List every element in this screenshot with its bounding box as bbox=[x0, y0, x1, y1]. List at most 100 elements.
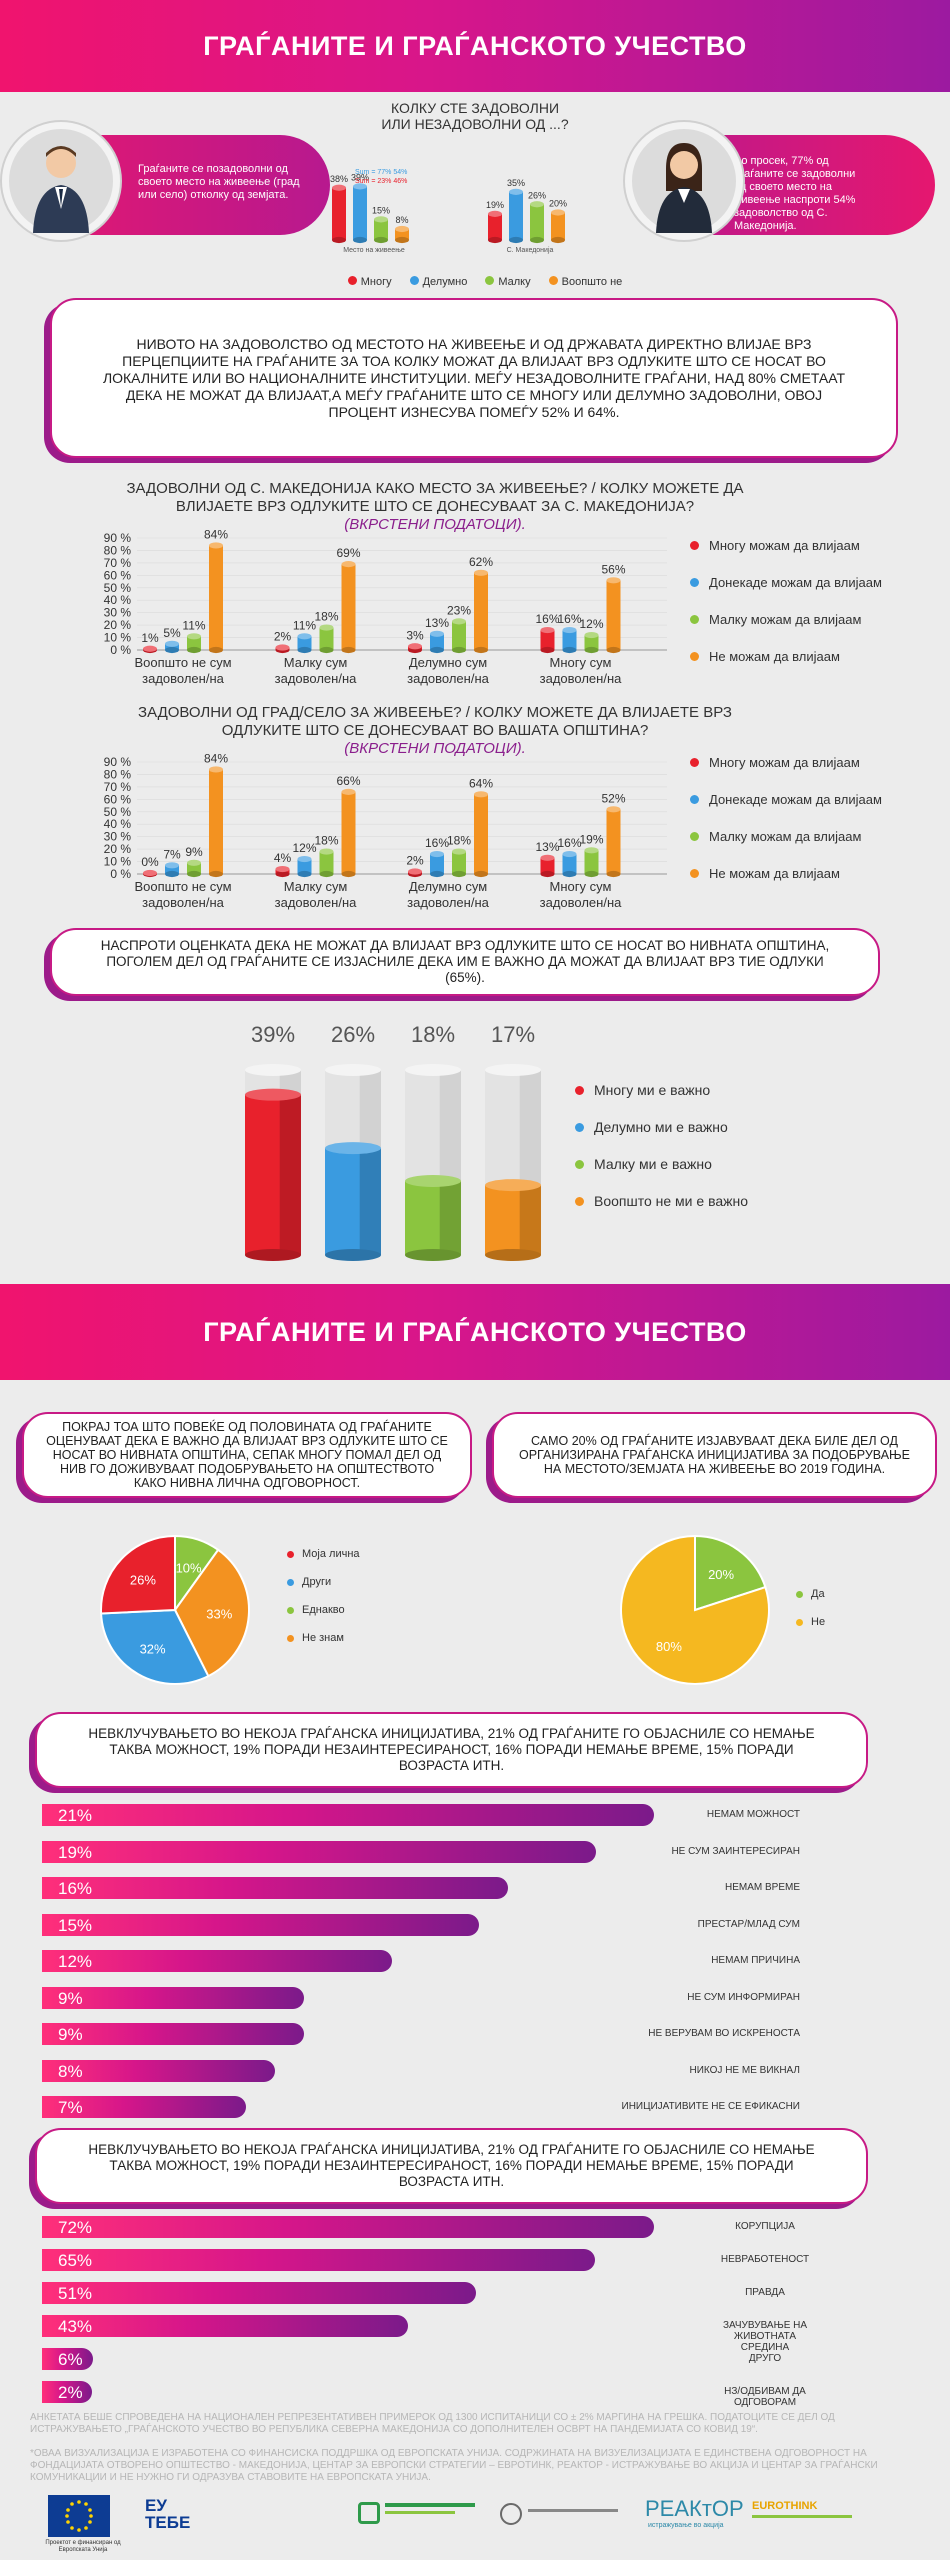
bar-value-label: 43% bbox=[58, 2317, 93, 2336]
bar-value-label: 84% bbox=[204, 752, 228, 765]
pie-value-label: 33% bbox=[206, 1606, 232, 1621]
legend-label: Не bbox=[811, 1616, 826, 1628]
grouped-bar bbox=[143, 869, 157, 878]
horizontal-bar: 72% bbox=[42, 2216, 654, 2238]
bar-value-label: 18% bbox=[314, 610, 338, 624]
header-banner: ГРАЃАНИТЕ И ГРАЃАНСКОТО УЧЕСТВО bbox=[0, 0, 950, 92]
grouped-bar bbox=[275, 644, 290, 654]
grouped-bar bbox=[341, 788, 356, 878]
legend-item: Други bbox=[287, 1576, 331, 1588]
category-label: задоволен/на bbox=[540, 671, 622, 686]
legend-swatch bbox=[690, 615, 699, 624]
grouped-bar bbox=[408, 868, 422, 878]
eu-flag-logo bbox=[48, 2495, 110, 2537]
bar-value-label: 35% bbox=[507, 178, 525, 188]
statement-box-3: НЕВКЛУЧУВАЊЕТО ВО НЕКОЈА ГРАЃАНСКА ИНИЦИ… bbox=[35, 1712, 868, 1788]
pie-value-label: 26% bbox=[130, 1572, 156, 1587]
bar-category-label: НЕ ВЕРУВАМ ВО ИСКРЕНОСТА bbox=[648, 2028, 800, 2039]
horizontal-bar: 19% bbox=[42, 1840, 596, 1863]
category-label: Воопшто не сум bbox=[134, 655, 231, 670]
legend-swatch bbox=[690, 652, 699, 661]
legend-swatch bbox=[796, 1618, 803, 1626]
y-tick-label: 40 % bbox=[104, 593, 132, 607]
y-tick-label: 60 % bbox=[104, 568, 132, 582]
horizontal-bar: 15% bbox=[42, 1913, 480, 1936]
y-tick-label: 50 % bbox=[104, 581, 132, 595]
pie-value-label: 10% bbox=[176, 1561, 202, 1576]
importance-bar bbox=[325, 1064, 381, 1261]
y-tick-label: 50 % bbox=[104, 805, 132, 819]
horizontal-bar: 21% bbox=[42, 1804, 654, 1826]
horizontal-bar: 16% bbox=[42, 1877, 509, 1899]
bar-value-label: 0% bbox=[141, 855, 159, 869]
grouped-bar bbox=[165, 862, 179, 878]
legend-label: Други bbox=[302, 1576, 332, 1588]
grouped-bar bbox=[606, 577, 621, 654]
category-label: Малку сум bbox=[284, 655, 348, 670]
satisfaction-bar bbox=[551, 209, 565, 244]
category-label: задоволен/на bbox=[142, 895, 224, 910]
horizontal-bar: 65% bbox=[42, 2249, 595, 2271]
csi-logo bbox=[500, 2503, 522, 2525]
legend-item: Не знам bbox=[287, 1632, 344, 1644]
bar-value-label: 23% bbox=[447, 603, 471, 617]
satisfaction-bar bbox=[509, 188, 523, 244]
bar-value-label: 18% bbox=[314, 834, 338, 848]
legend-item: Делумно bbox=[409, 276, 467, 288]
category-label: Малку сум bbox=[284, 879, 348, 894]
satisfaction-bar bbox=[332, 184, 346, 244]
bar-category-label: НЗ/ОДБИВАМ ДА ОДГОВОРАМ bbox=[724, 2386, 806, 2408]
legend-label: Малку ми е важно bbox=[594, 1156, 712, 1172]
man-avatar bbox=[2, 122, 120, 240]
grouped-bar bbox=[562, 851, 577, 878]
legend-item: Не bbox=[796, 1616, 825, 1628]
legend-swatch bbox=[796, 1590, 803, 1598]
bar-value-label: 13% bbox=[425, 616, 449, 630]
grouped-bar bbox=[474, 791, 488, 878]
y-tick-label: 70 % bbox=[104, 556, 132, 570]
legend-swatch bbox=[287, 1606, 294, 1614]
bar-value-label: 3% bbox=[406, 628, 424, 642]
legend-swatch bbox=[690, 541, 699, 550]
grouped-bar bbox=[540, 627, 555, 654]
bar-value-label: 18% bbox=[447, 834, 471, 848]
y-tick-label: 30 % bbox=[104, 606, 132, 620]
sum-label-2: Sum = 23% 46% bbox=[355, 178, 408, 185]
legend-swatch bbox=[575, 1159, 584, 1169]
statement-text-4: НЕВКЛУЧУВАЊЕТО ВО НЕКОЈА ГРАЃАНСКА ИНИЦИ… bbox=[88, 2142, 815, 2189]
statement-text-2: НАСПРОТИ ОЦЕНКАТА ДЕКА НЕ МОЖАТ ДА ВЛИЈА… bbox=[100, 938, 830, 985]
bar-category-label: КОРУПЦИЈА bbox=[735, 2221, 795, 2232]
sum-labels: Sum = 77% 54% Sum = 23% 46% bbox=[355, 168, 407, 186]
grouped-bar bbox=[297, 855, 312, 878]
bar-value-label: 52% bbox=[601, 791, 625, 805]
grouped-bar bbox=[474, 569, 488, 654]
category-label: задоволен/на bbox=[275, 671, 357, 686]
legend-label: Не можам да влијаам bbox=[709, 649, 840, 664]
satisfaction-bar bbox=[374, 216, 388, 244]
bar-value-label: 5% bbox=[163, 626, 181, 640]
horizontal-bar: 51% bbox=[42, 2282, 476, 2304]
importance-chart: 39% 26% 18% 17% bbox=[245, 1022, 541, 1261]
legend-swatch bbox=[287, 1578, 294, 1586]
legend-item: Многу ми е важно bbox=[575, 1082, 710, 1098]
category-label: Многу сум bbox=[550, 655, 612, 670]
legend-swatch bbox=[287, 1550, 294, 1558]
legend-label: Малку можам да влијаам bbox=[709, 612, 862, 627]
eurothink-line bbox=[752, 2515, 852, 2518]
legend-label: Не знам bbox=[302, 1632, 344, 1644]
responsibility-text: ПОКРАЈ ТОА ШТО ПОВЕЌЕ ОД ПОЛОВИНАТА ОД Г… bbox=[46, 1420, 448, 1490]
pie-value-label: 32% bbox=[140, 1641, 166, 1656]
bar-value-label: 15% bbox=[372, 205, 390, 215]
legend-item: Донекаде можам да влијаам bbox=[690, 575, 882, 590]
bar-value-label: 11% bbox=[293, 618, 316, 632]
bar-value-label: 66% bbox=[336, 774, 360, 788]
category-label: Делумно сум bbox=[409, 655, 487, 670]
chart3-subtitle: (ВКРСТЕНИ ПОДАТОЦИ). bbox=[344, 740, 526, 757]
civil-comm-logo bbox=[358, 2502, 380, 2524]
statement-box-1: НИВОТО НА ЗАДОВОЛСТВО ОД МЕСТОТО НА ЖИВЕ… bbox=[50, 298, 898, 458]
bar-value-label: 19% bbox=[486, 200, 504, 210]
legend-item: Воопшто не bbox=[548, 276, 622, 288]
legend-item: Воопшто не ми е важно bbox=[575, 1193, 748, 1209]
legend-label: Моја лична bbox=[302, 1548, 360, 1560]
pie-slice bbox=[694, 1534, 767, 1612]
